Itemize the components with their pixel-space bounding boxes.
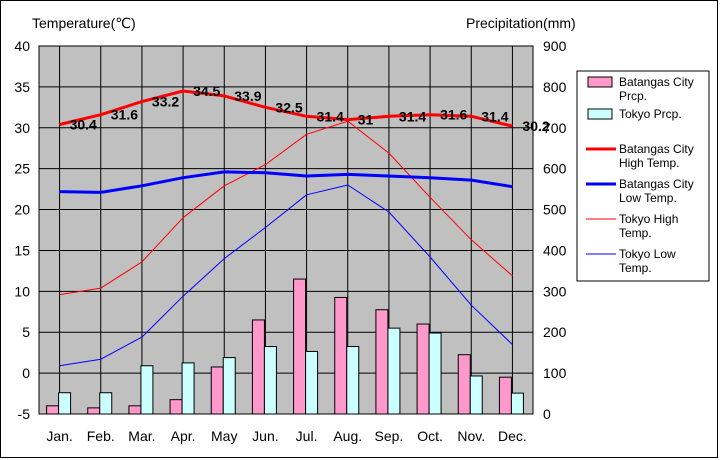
legend-label: Low Temp. <box>619 191 677 205</box>
right-tick-label: 0 <box>543 406 551 422</box>
x-tick-label: Dec. <box>498 428 527 444</box>
x-tick-label: Feb. <box>87 428 115 444</box>
right-tick-label: 700 <box>543 120 567 136</box>
right-tick-label: 300 <box>543 283 567 299</box>
temperature-lines <box>59 89 513 367</box>
legend-label: High Temp. <box>619 156 679 170</box>
left-tick-label: 15 <box>14 242 30 258</box>
x-tick-label: Jul. <box>296 428 318 444</box>
bar-tokyo-prcp <box>222 357 236 415</box>
bar-batangas-prcp <box>498 376 512 415</box>
left-tick-label: 20 <box>14 202 30 218</box>
high-temp-label: 31.6 <box>111 107 138 123</box>
legend-label: Batangas City <box>619 75 694 89</box>
precipitation-bars <box>46 278 524 415</box>
bar-tokyo-prcp <box>99 392 113 415</box>
line-batangas-city-low-temp- <box>59 170 513 194</box>
bar-batangas-prcp <box>375 309 389 415</box>
left-tick-label: 0 <box>22 365 30 381</box>
legend-label: Tokyo High <box>619 212 678 226</box>
line-tokyo-high-temp- <box>59 120 513 296</box>
x-tick-label: Jan. <box>46 428 72 444</box>
high-temp-label: 31.4 <box>481 108 508 124</box>
bar-batangas-prcp <box>293 278 307 415</box>
bar-batangas-prcp <box>46 405 60 415</box>
bar-tokyo-prcp <box>181 362 195 415</box>
legend-swatch <box>587 76 613 88</box>
left-axis-title: Temperature(℃) <box>32 15 136 31</box>
bar-batangas-prcp <box>169 399 183 415</box>
right-tick-label: 800 <box>543 79 567 95</box>
high-temp-label: 31.4 <box>317 108 344 124</box>
legend-label: Batangas City <box>619 177 694 191</box>
bar-batangas-prcp <box>87 407 101 415</box>
right-tick-label: 400 <box>543 242 567 258</box>
legend-label: Tokyo Prcp. <box>619 107 682 121</box>
bar-tokyo-prcp <box>387 327 401 415</box>
bar-tokyo-prcp <box>510 392 524 415</box>
right-axis-title: Precipitation(mm) <box>466 15 576 31</box>
high-temp-label: 31.6 <box>440 107 467 123</box>
legend-label: Batangas City <box>619 142 694 156</box>
high-temp-label: 33.9 <box>234 88 261 104</box>
left-tick-label: 40 <box>14 38 30 54</box>
x-tick-label: Nov. <box>457 428 485 444</box>
bar-tokyo-prcp <box>140 365 154 415</box>
x-tick-label: May <box>211 428 237 444</box>
x-tick-label: Jun. <box>252 428 278 444</box>
left-tick-label: 10 <box>14 283 30 299</box>
x-tick-label: Aug. <box>333 428 362 444</box>
bar-tokyo-prcp <box>346 346 360 415</box>
high-temp-label: 30.4 <box>70 117 97 133</box>
bar-tokyo-prcp <box>305 350 319 415</box>
bar-batangas-prcp <box>334 296 348 415</box>
legend-label: Tokyo Low <box>619 247 676 261</box>
right-tick-label: 600 <box>543 161 567 177</box>
right-tick-label: 500 <box>543 202 567 218</box>
high-temp-label: 31 <box>358 112 374 128</box>
left-tick-label: 30 <box>14 120 30 136</box>
right-tick-label: 200 <box>543 324 567 340</box>
left-tick-label: 25 <box>14 161 30 177</box>
legend-box <box>576 70 710 282</box>
x-tick-label: Sep. <box>375 428 404 444</box>
line-tokyo-low-temp- <box>59 184 513 367</box>
bar-tokyo-prcp <box>469 375 483 415</box>
bar-batangas-prcp <box>457 354 471 415</box>
bar-tokyo-prcp <box>58 392 72 415</box>
high-temp-label: 33.2 <box>152 94 179 110</box>
x-tick-label: Oct. <box>417 428 443 444</box>
axes: -505101520253035400100200300400500600700… <box>14 38 566 444</box>
legend-label: Prcp. <box>619 89 647 103</box>
bar-batangas-prcp <box>128 405 142 415</box>
right-tick-label: 900 <box>543 38 567 54</box>
left-tick-label: -5 <box>18 406 31 422</box>
left-tick-label: 5 <box>22 324 30 340</box>
legend-label: Temp. <box>619 226 652 240</box>
high-temp-label: 34.5 <box>193 83 220 99</box>
high-temp-value-labels: 30.4 31.6 33.2 34.5 33.9 32.5 31.4 31 31.4 31.6 31… <box>70 83 550 134</box>
bar-batangas-prcp <box>210 366 224 415</box>
left-tick-label: 35 <box>14 79 30 95</box>
legend-label: Temp. <box>619 261 652 275</box>
bar-batangas-prcp <box>251 319 265 415</box>
high-temp-label: 31.4 <box>399 108 426 124</box>
legend-swatch <box>587 108 613 120</box>
right-tick-label: 100 <box>543 365 567 381</box>
line-batangas-city-high-temp- <box>59 89 513 128</box>
high-temp-label: 30.2 <box>522 118 549 134</box>
plot-border <box>38 45 534 415</box>
bar-batangas-prcp <box>416 323 430 415</box>
bar-tokyo-prcp <box>428 332 442 415</box>
x-tick-label: Mar. <box>128 428 155 444</box>
x-tick-label: Apr. <box>171 428 196 444</box>
high-temp-label: 32.5 <box>275 99 302 115</box>
bar-tokyo-prcp <box>263 346 277 415</box>
